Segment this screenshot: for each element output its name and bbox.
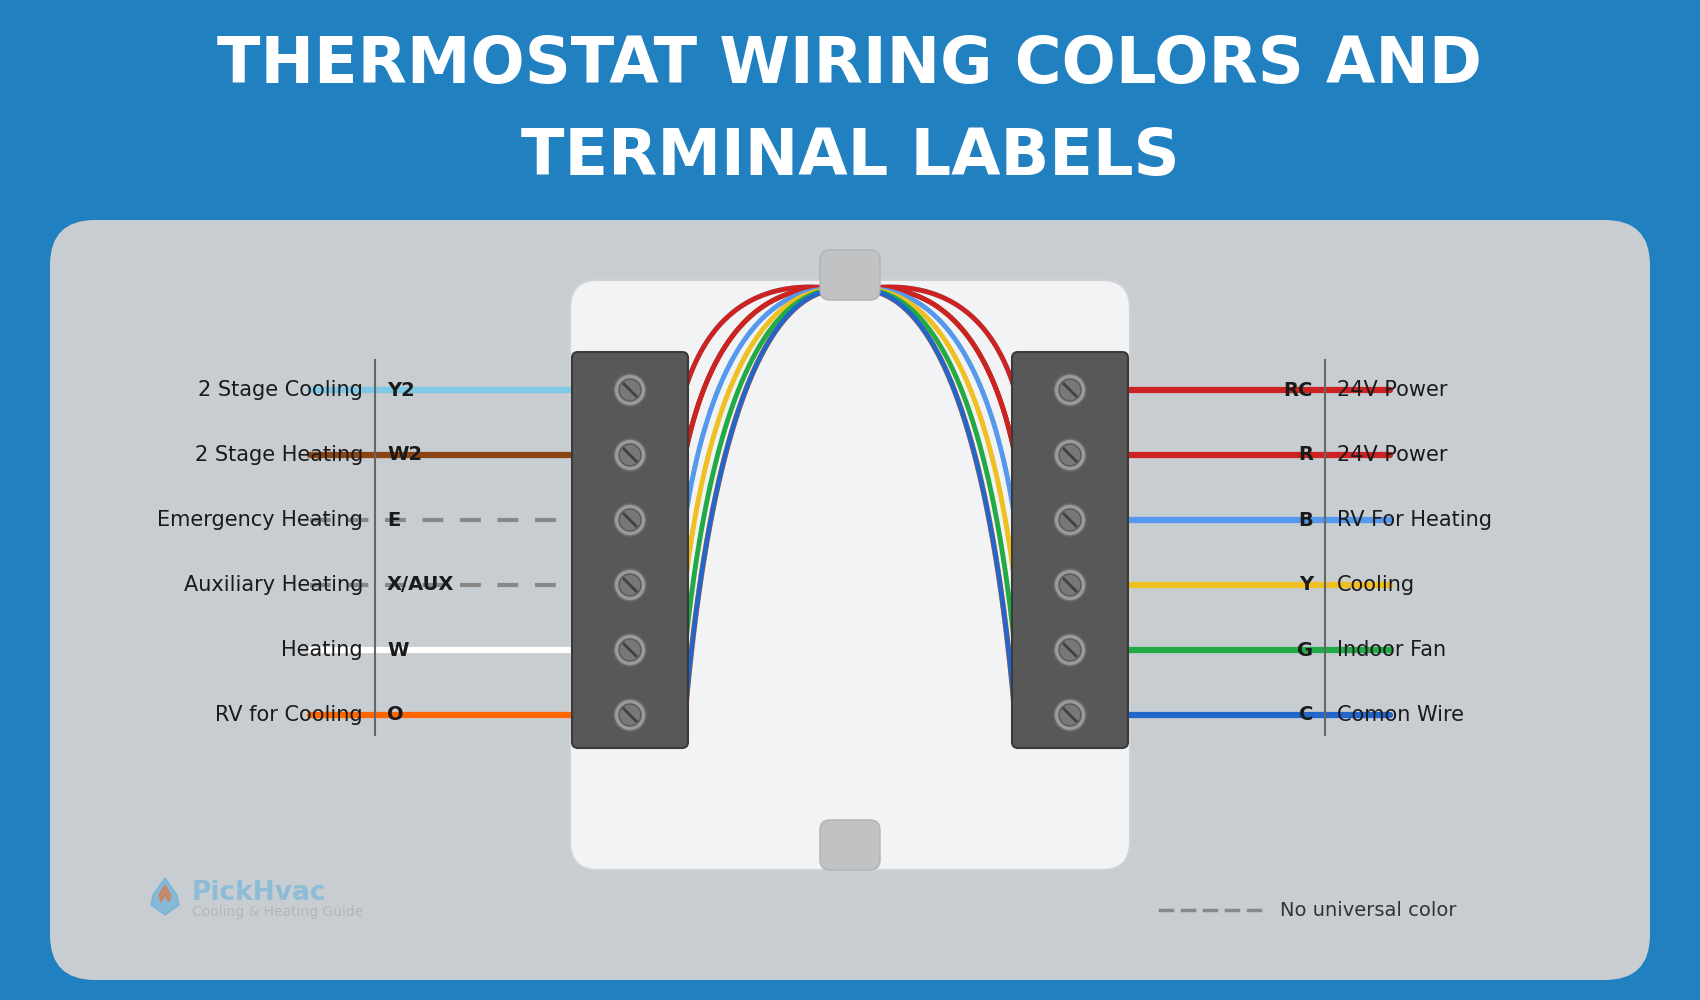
FancyBboxPatch shape: [571, 352, 688, 748]
Text: Comon Wire: Comon Wire: [1336, 705, 1464, 725]
FancyBboxPatch shape: [570, 280, 1130, 870]
Circle shape: [614, 634, 646, 666]
Text: Y2: Y2: [388, 380, 415, 399]
Circle shape: [1059, 704, 1081, 726]
Circle shape: [1059, 574, 1081, 596]
Circle shape: [614, 569, 646, 601]
Circle shape: [619, 444, 641, 466]
Circle shape: [1059, 444, 1081, 466]
Circle shape: [1059, 379, 1081, 401]
Text: Heating: Heating: [282, 640, 364, 660]
Circle shape: [1054, 504, 1086, 536]
Circle shape: [619, 639, 641, 661]
Text: G: G: [1297, 641, 1312, 660]
Text: No universal color: No universal color: [1280, 900, 1457, 920]
Text: W2: W2: [388, 446, 422, 464]
Text: W: W: [388, 641, 408, 660]
Circle shape: [619, 574, 641, 596]
Text: PickHvac: PickHvac: [192, 880, 326, 906]
Circle shape: [619, 509, 641, 531]
Circle shape: [1054, 374, 1086, 406]
Circle shape: [614, 699, 646, 731]
Text: 2 Stage Cooling: 2 Stage Cooling: [199, 380, 364, 400]
Polygon shape: [151, 878, 178, 915]
Circle shape: [1059, 639, 1081, 661]
Text: RV for Cooling: RV for Cooling: [216, 705, 364, 725]
FancyBboxPatch shape: [0, 0, 1700, 218]
Text: O: O: [388, 706, 403, 724]
Circle shape: [1054, 634, 1086, 666]
Circle shape: [619, 704, 641, 726]
Circle shape: [1054, 569, 1086, 601]
Text: Cooling: Cooling: [1336, 575, 1414, 595]
Text: Emergency Heating: Emergency Heating: [156, 510, 364, 530]
Text: X/AUX: X/AUX: [388, 576, 454, 594]
Circle shape: [614, 439, 646, 471]
Text: E: E: [388, 510, 400, 530]
FancyBboxPatch shape: [49, 220, 1651, 980]
FancyBboxPatch shape: [819, 250, 881, 300]
Circle shape: [614, 374, 646, 406]
Text: 24V Power: 24V Power: [1336, 380, 1447, 400]
Text: Cooling & Heating Guide: Cooling & Heating Guide: [192, 905, 364, 919]
Text: Indoor Fan: Indoor Fan: [1336, 640, 1447, 660]
Text: B: B: [1299, 510, 1312, 530]
Text: THERMOSTAT WIRING COLORS AND: THERMOSTAT WIRING COLORS AND: [218, 34, 1482, 96]
Text: C: C: [1299, 706, 1312, 724]
Circle shape: [619, 379, 641, 401]
Circle shape: [1059, 509, 1081, 531]
Text: Y: Y: [1299, 576, 1312, 594]
Text: Auxiliary Heating: Auxiliary Heating: [184, 575, 364, 595]
Text: R: R: [1299, 446, 1312, 464]
Text: TERMINAL LABELS: TERMINAL LABELS: [520, 126, 1180, 188]
Circle shape: [1054, 699, 1086, 731]
Text: RC: RC: [1284, 380, 1312, 399]
Text: RV For Heating: RV For Heating: [1336, 510, 1493, 530]
Text: 2 Stage Heating: 2 Stage Heating: [194, 445, 364, 465]
Polygon shape: [160, 885, 172, 902]
Circle shape: [614, 504, 646, 536]
Text: 24V Power: 24V Power: [1336, 445, 1447, 465]
FancyBboxPatch shape: [819, 820, 881, 870]
FancyBboxPatch shape: [1012, 352, 1129, 748]
Circle shape: [1054, 439, 1086, 471]
